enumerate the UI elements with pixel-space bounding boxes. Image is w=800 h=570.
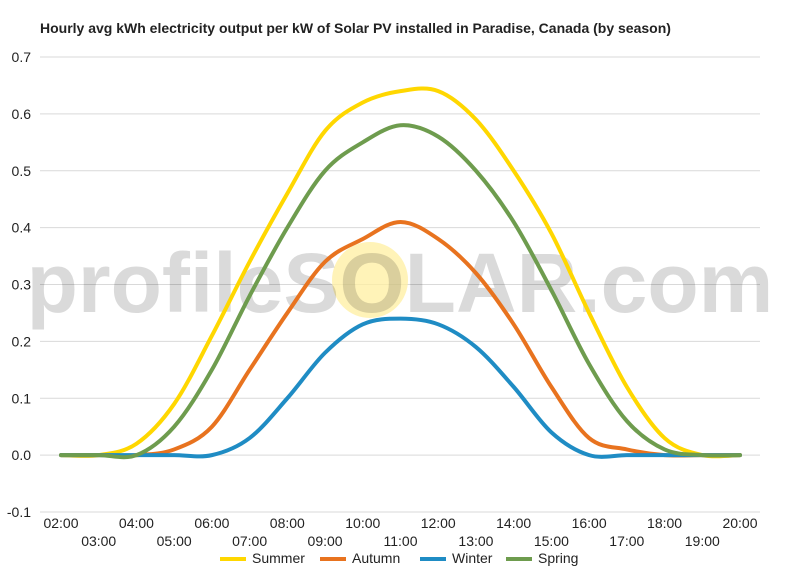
x-tick-label: 07:00	[232, 533, 267, 549]
x-tick-label: 14:00	[496, 515, 531, 531]
watermark-right: .com	[577, 236, 773, 330]
x-tick-label: 03:00	[81, 533, 116, 549]
y-tick-label: 0.0	[12, 447, 32, 463]
series-lines	[59, 86, 742, 460]
watermark-text: profileSOLAR.com	[27, 236, 774, 330]
x-tick-label: 10:00	[345, 515, 380, 531]
series-line-spring	[59, 123, 742, 460]
x-tick-label: 17:00	[609, 533, 644, 549]
x-tick-label: 20:00	[722, 515, 757, 531]
y-tick-label: -0.1	[7, 504, 31, 520]
x-tick-label: 15:00	[534, 533, 569, 549]
watermark-sun	[332, 242, 408, 318]
y-tick-label: 0.7	[12, 49, 32, 65]
x-tick-label: 08:00	[270, 515, 305, 531]
x-tick-label: 02:00	[43, 515, 78, 531]
series-line-summer	[59, 86, 742, 459]
legend-item-summer: Summer	[220, 550, 305, 566]
x-tick-label: 09:00	[308, 533, 343, 549]
x-tick-label: 05:00	[157, 533, 192, 549]
legend-label: Spring	[538, 550, 578, 566]
series-line-winter	[59, 316, 742, 459]
y-tick-label: 0.6	[12, 106, 32, 122]
y-tick-label: 0.4	[12, 220, 32, 236]
legend-item-autumn: Autumn	[320, 550, 400, 566]
y-tick-label: 0.2	[12, 333, 32, 349]
x-tick-label: 04:00	[119, 515, 154, 531]
x-tick-label: 19:00	[685, 533, 720, 549]
legend-label: Summer	[252, 550, 305, 566]
watermark: profileSOLAR.com	[27, 236, 774, 330]
x-tick-label: 11:00	[384, 533, 418, 549]
x-tick-label: 06:00	[194, 515, 229, 531]
x-tick-label: 18:00	[647, 515, 682, 531]
legend-item-winter: Winter	[420, 550, 493, 566]
watermark-left: profile	[27, 236, 284, 330]
legend: Summer Autumn Winter Spring	[220, 550, 578, 566]
y-tick-label: 0.5	[12, 163, 32, 179]
x-axis-ticks: 02:0003:0004:0005:0006:0007:0008:0009:00…	[43, 515, 757, 549]
legend-label: Autumn	[352, 550, 400, 566]
legend-label: Winter	[452, 550, 493, 566]
y-tick-label: 0.1	[12, 390, 32, 406]
legend-item-spring: Spring	[506, 550, 578, 566]
watermark-middle: SOLAR	[283, 236, 577, 330]
x-tick-label: 16:00	[572, 515, 607, 531]
chart-title: Hourly avg kWh electricity output per kW…	[40, 20, 671, 36]
series-line-autumn	[59, 219, 742, 458]
y-tick-label: 0.3	[12, 277, 32, 293]
y-axis-ticks: -0.1 0.0 0.1 0.2 0.3 0.4 0.5 0.6 0.7	[7, 49, 31, 520]
x-tick-label: 12:00	[421, 515, 456, 531]
x-tick-label: 13:00	[458, 533, 493, 549]
